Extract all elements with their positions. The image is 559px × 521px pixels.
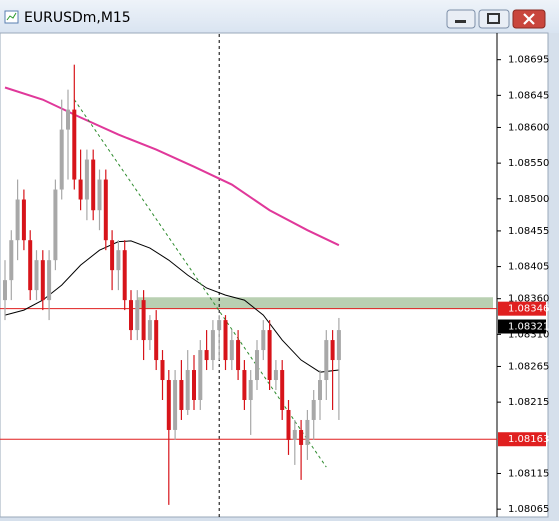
candle-body bbox=[154, 320, 159, 361]
y-tick-label: 1.08065 bbox=[508, 504, 549, 515]
candle-body bbox=[166, 380, 171, 430]
candle-body bbox=[15, 199, 20, 241]
level-price-box bbox=[498, 432, 546, 447]
candle-body bbox=[160, 360, 165, 381]
candle-body bbox=[192, 370, 196, 400]
candle-body bbox=[267, 330, 272, 381]
candle-body bbox=[248, 380, 253, 400]
candle-body bbox=[286, 409, 291, 440]
window-icon bbox=[4, 10, 19, 24]
candle-body bbox=[261, 330, 266, 351]
window-title: EURUSDm,M15 bbox=[24, 10, 131, 26]
candle-body bbox=[179, 380, 184, 410]
y-tick-label: 1.08405 bbox=[508, 262, 549, 273]
candle-body bbox=[198, 350, 203, 400]
candle-body bbox=[255, 350, 259, 381]
candle-body bbox=[330, 340, 335, 361]
plot bbox=[0, 34, 497, 517]
candle-body bbox=[242, 370, 247, 400]
candle-body bbox=[204, 350, 209, 361]
candle-body bbox=[84, 159, 89, 200]
candle-body bbox=[110, 240, 115, 271]
candle-body bbox=[324, 340, 329, 381]
y-tick-label: 1.08645 bbox=[508, 90, 549, 101]
candle-body bbox=[336, 330, 341, 361]
candle-body bbox=[135, 300, 140, 331]
candle-body bbox=[141, 300, 146, 341]
candle-body bbox=[9, 240, 14, 281]
candle-body bbox=[217, 320, 222, 331]
candle-body bbox=[40, 260, 45, 301]
candle-body bbox=[78, 179, 83, 200]
close-button[interactable] bbox=[512, 9, 546, 29]
y-tick-label: 1.08215 bbox=[508, 397, 549, 408]
candle-body bbox=[273, 370, 278, 381]
level-price-box bbox=[498, 301, 546, 316]
candle-body bbox=[116, 250, 121, 271]
y-tick-label: 1.08310 bbox=[508, 329, 549, 340]
level-price-label: 1.08346 bbox=[508, 304, 549, 315]
y-tick-label: 1.08550 bbox=[508, 158, 549, 169]
y-tick-label: 1.08500 bbox=[508, 194, 549, 205]
candle-body bbox=[147, 320, 152, 341]
candle-body bbox=[34, 260, 39, 291]
price-axis: 1.08695 1.08645 1.08600 1.08550 1.08500 1.084… bbox=[497, 55, 549, 515]
y-tick-label: 1.08115 bbox=[508, 468, 549, 479]
candle-body bbox=[103, 179, 108, 241]
candle-body bbox=[299, 429, 304, 445]
y-tick-label: 1.08360 bbox=[508, 294, 549, 305]
y-tick-label: 1.08265 bbox=[508, 361, 549, 372]
candle-body bbox=[53, 189, 58, 261]
candle-body bbox=[210, 330, 215, 361]
candle-body bbox=[318, 380, 322, 400]
y-tick-label: 1.08455 bbox=[508, 226, 549, 237]
trendline bbox=[73, 99, 327, 468]
candle-body bbox=[223, 320, 228, 361]
current-price-box bbox=[498, 319, 546, 334]
zone bbox=[137, 297, 494, 309]
y-tick-label: 1.08695 bbox=[508, 55, 549, 66]
level-price-label: 1.08163 bbox=[508, 434, 549, 445]
moving-average bbox=[4, 240, 339, 373]
minimize-button[interactable] bbox=[446, 9, 476, 29]
candle-body bbox=[292, 429, 297, 440]
candle-body bbox=[72, 109, 77, 180]
candle-body bbox=[229, 340, 234, 361]
candle-body bbox=[122, 250, 127, 301]
current-price-label: 1.08321 bbox=[508, 322, 549, 333]
candle-body bbox=[66, 109, 70, 130]
candle-body bbox=[129, 300, 133, 331]
candle-body bbox=[311, 399, 316, 420]
maximize-button[interactable] bbox=[478, 9, 510, 29]
candle-body bbox=[236, 340, 241, 371]
candle-body bbox=[21, 199, 26, 241]
candle-body bbox=[280, 370, 285, 410]
candle-body bbox=[3, 280, 7, 301]
chart-area bbox=[0, 32, 549, 518]
candle-body bbox=[59, 129, 64, 190]
candle-body bbox=[91, 159, 96, 211]
y-tick-label: 1.08600 bbox=[508, 122, 549, 133]
candle-body bbox=[305, 419, 310, 445]
candle-body bbox=[97, 179, 102, 211]
candle-body bbox=[173, 380, 178, 430]
candle-body bbox=[47, 260, 52, 301]
candle-body bbox=[28, 240, 33, 291]
candle-body bbox=[185, 370, 190, 410]
